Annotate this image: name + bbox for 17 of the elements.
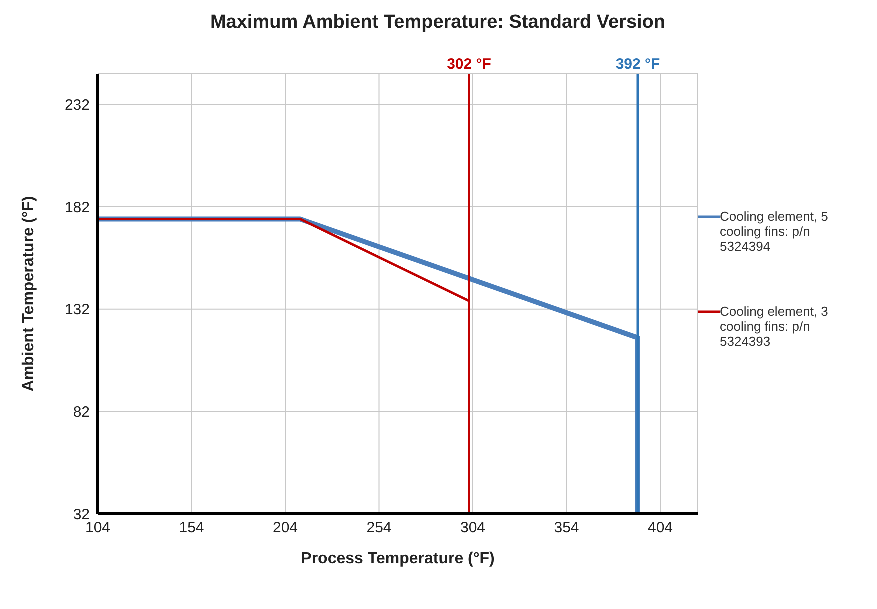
x-tick-label: 304: [460, 520, 486, 537]
y-tick-label: 232: [64, 97, 90, 114]
x-tick-label: 404: [648, 520, 674, 537]
y-axis-title: Ambient Temperature (°F): [20, 196, 38, 392]
chart-title: Maximum Ambient Temperature: Standard Version: [209, 12, 667, 34]
ref-line-label: 392 °F: [616, 56, 660, 73]
x-tick-label: 204: [272, 520, 298, 537]
ref-line-label: 302 °F: [447, 56, 492, 73]
x-tick-label: 254: [366, 520, 392, 537]
y-tick-label: 82: [73, 404, 90, 421]
legend-label: Cooling element, 3 cooling fins: p/n 5324393: [720, 304, 830, 349]
x-tick-label: 154: [179, 520, 204, 537]
x-axis-title: Process Temperature (°F): [301, 550, 495, 568]
x-tick-label: 354: [554, 520, 580, 537]
legend-label: Cooling element, 5 cooling fins: p/n 5324394: [720, 209, 830, 254]
y-tick-label: 182: [64, 199, 90, 216]
y-tick-label: 132: [64, 302, 90, 319]
